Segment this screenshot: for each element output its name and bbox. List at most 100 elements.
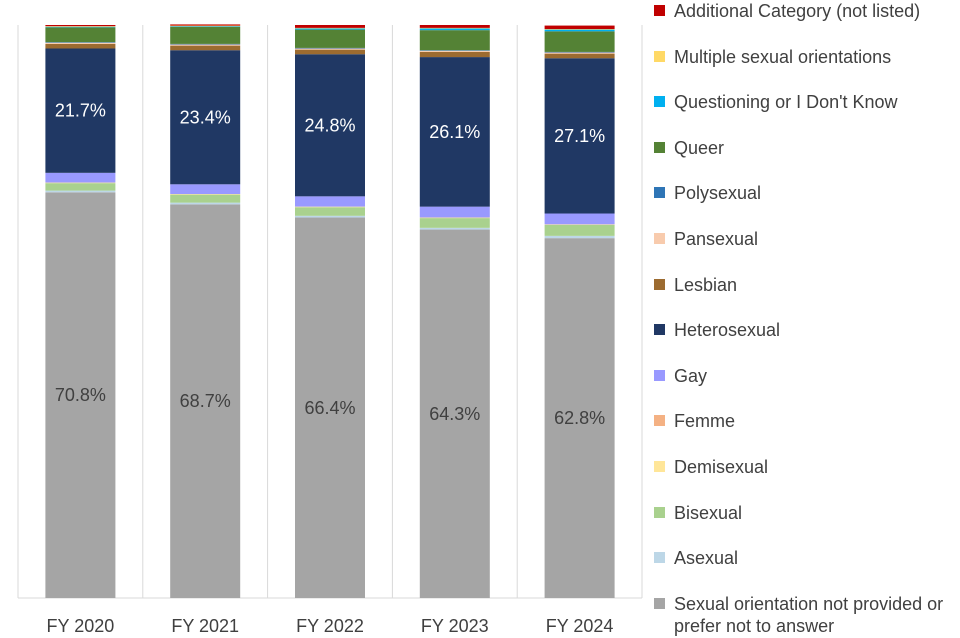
bar-segment [295,29,365,48]
legend-swatch [654,597,665,609]
bar-segment [170,26,241,44]
bar-segment [295,207,365,216]
legend-label: Femme [674,411,736,432]
bar-segment [170,50,241,185]
legend-label: Heterosexual [674,320,781,341]
bar-segment [544,58,615,214]
bar-segment [45,42,116,43]
bar-segment [295,27,365,29]
legend-item: Lesbian [654,274,960,296]
legend-label: Asexual [674,548,739,569]
legend-item: Multiple sexual orientations [654,46,960,68]
stacked-bar-chart: 70.8% 21.7% FY 2020 68.7% 23.4% FY 2021 66.4% 2… [17,24,643,636]
bar-segment [544,213,615,225]
bar-segment [45,42,116,44]
x-tick-label: FY 2020 [47,616,115,636]
legend-label: Sexual orientation not provided or prefe… [674,593,944,636]
legend-item: Questioning or I Don't Know [654,91,960,113]
bar-segment [295,215,365,218]
legend-swatch [654,506,665,518]
bar-segment [45,183,116,191]
bar-segment [170,194,241,203]
data-label: 70.8% [55,385,106,405]
legend-label: Multiple sexual orientations [674,46,892,67]
bar-segment [544,29,615,30]
data-label: 68.7% [180,391,231,411]
data-label: 62.8% [554,408,605,428]
bar-segment [419,217,490,219]
bar-segment [45,43,116,49]
bar-segment [544,224,615,236]
legend-swatch [654,50,665,62]
bar-segment [544,238,615,598]
bar-segment [45,182,116,184]
bar-segment [544,29,615,32]
bar-segment [419,27,490,29]
bar-segment [170,44,241,46]
legend-swatch [654,141,665,153]
bar-segment [419,25,490,28]
legend-swatch [654,461,665,472]
bar-segment [419,50,490,51]
legend-swatch [654,5,665,16]
bar-segment [295,196,365,207]
bar-segment [419,229,490,598]
bar-segment [45,192,116,599]
bar-segment [544,51,615,53]
bar-segment [45,172,116,183]
data-label: 26.1% [429,122,480,142]
x-tick-label: FY 2024 [546,616,614,636]
legend-label: Pansexual [674,229,759,249]
legend-label: Lesbian [674,274,738,295]
bar-segment [45,25,116,27]
legend-swatch [654,233,665,244]
bar-segment [419,206,490,218]
bar-segment [170,25,241,27]
legend-item: Queer [654,137,960,159]
bar-segment [170,202,241,205]
data-label: 23.4% [180,107,231,127]
bar-segment [544,235,615,239]
bar-segment [45,190,116,193]
bar-segment [544,224,615,225]
bar-segment [295,206,365,208]
bar-segment [419,227,490,230]
bar-segment [544,25,615,30]
bar-segment [170,26,241,27]
x-tick-label: FY 2021 [171,616,239,636]
bar-segment [419,50,490,52]
bar-segment [295,217,365,598]
data-label: 27.1% [554,126,605,146]
legend-item: Bisexual [654,502,960,524]
data-label: 66.4% [304,398,355,418]
bar-segment [419,51,490,58]
bar-segment [295,28,365,30]
bar-segment [295,49,365,55]
bar-segment [544,53,615,59]
bar-segment [295,25,365,28]
bar-segment [45,48,116,173]
legend-item: Gay [654,365,960,387]
bar-segment [170,194,241,195]
bar-segment [419,30,490,51]
legend-item: Heterosexual [654,319,960,341]
legend-label: Polysexual [674,183,762,204]
bar-segment [419,28,490,31]
bar-segment [295,48,365,50]
bar-segment [544,31,615,52]
data-label: 21.7% [55,101,106,121]
x-tick-label: FY 2022 [296,616,364,636]
bar-segment [295,54,365,197]
legend-swatch [654,415,665,427]
legend-swatch [654,278,665,290]
legend-label: Queer [674,137,725,158]
legend-swatch [654,96,665,108]
bar-segment [45,26,116,27]
legend-swatch [654,187,665,199]
bar-segment [295,47,365,49]
legend-item: Femme [654,410,960,432]
bar-segment [170,184,241,195]
bar-segment [170,43,241,45]
legend-item: Sexual orientation not provided or prefe… [654,593,960,637]
bar-segment [419,57,490,207]
